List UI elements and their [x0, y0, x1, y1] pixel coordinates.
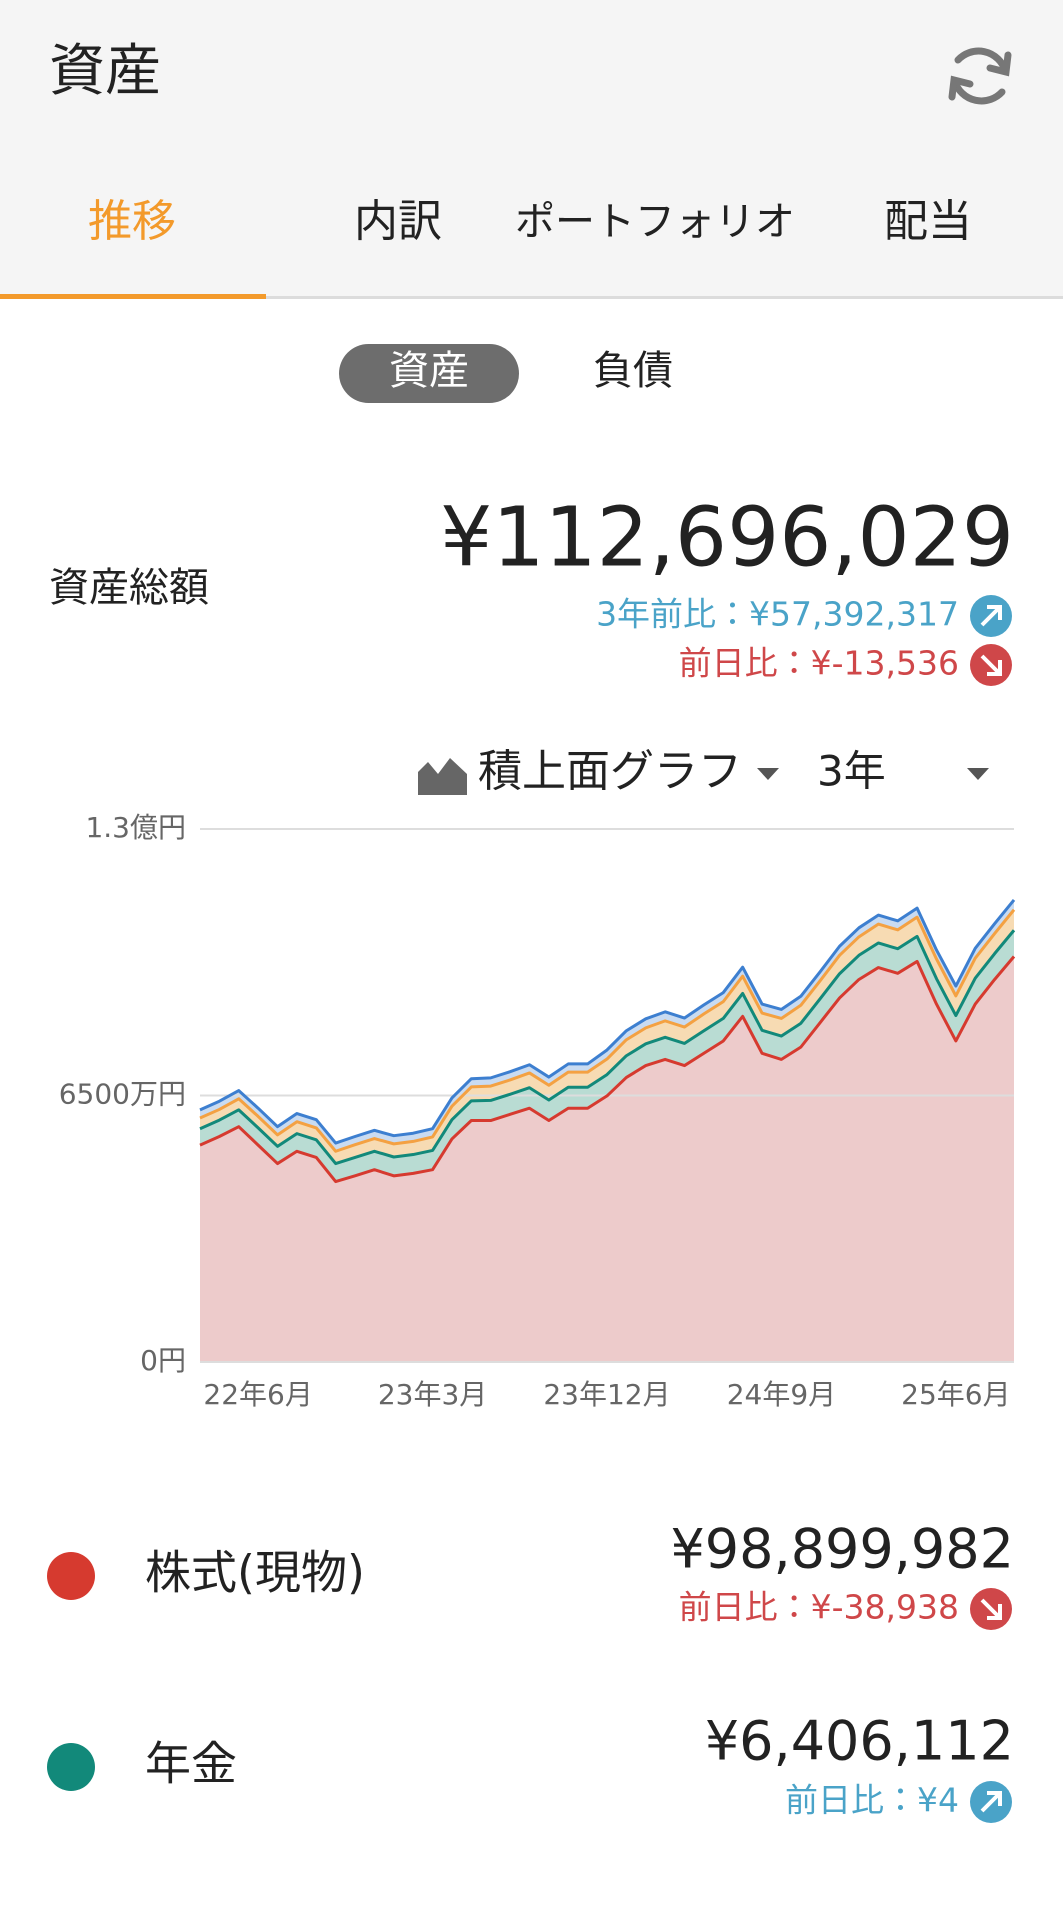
x-tick-label: 25年6月	[901, 1378, 1010, 1411]
change-3y: 3年前比：¥57,392,317	[596, 595, 959, 634]
series-line	[199, 955, 1016, 1184]
legend-name: 年金	[145, 1737, 237, 1791]
up-icon	[970, 1781, 1012, 1823]
series-line	[199, 908, 1016, 1153]
chart: 0円 6500万円 1.3億円 22年6月 23年3月 23年12月 24年9月 25年6月	[59, 811, 1016, 1411]
app-bar	[0, 0, 1063, 298]
area-band	[200, 909, 1014, 1164]
period-dropdown[interactable]: 3年	[817, 747, 989, 796]
refresh-button[interactable]	[948, 47, 1012, 105]
total-value: ¥112,696,029	[440, 490, 1014, 585]
series-line	[199, 929, 1016, 1166]
toggle-option[interactable]: 負債	[593, 348, 673, 394]
legend-value: ¥6,406,112	[705, 1710, 1014, 1773]
legend-value: ¥98,899,982	[670, 1518, 1014, 1581]
refresh-arc	[951, 78, 1006, 105]
legend-change: 前日比：¥4	[785, 1781, 959, 1820]
page-title: 資産	[49, 39, 161, 104]
y-tick-label: 1.3億円	[85, 811, 186, 844]
tab[interactable]: 内訳	[354, 196, 442, 247]
area-icon	[418, 758, 467, 795]
y-tick-label: 0円	[140, 1344, 186, 1377]
period: 3年	[817, 747, 886, 796]
dropdown-arrow	[967, 768, 989, 780]
legend-change: 前日比：¥-38,938	[679, 1588, 959, 1627]
down-icon	[970, 1588, 1012, 1630]
tab-divider	[0, 296, 1063, 299]
refresh-arrow	[986, 51, 1012, 77]
change-day: 前日比：¥-13,536	[679, 644, 959, 683]
legend-swatch	[47, 1743, 95, 1791]
x-tick-label: 22年6月	[203, 1378, 312, 1411]
toggle-option[interactable]: 資産	[389, 348, 469, 394]
dropdown-arrow	[757, 768, 779, 780]
chart-kind: 積上面グラフ	[478, 746, 742, 797]
legend-name: 株式(現物)	[145, 1546, 365, 1600]
area-band	[200, 899, 1014, 1152]
x-tick-label: 23年12月	[543, 1378, 670, 1411]
total-label: 資産総額	[49, 565, 209, 611]
up-icon	[970, 595, 1012, 637]
tab[interactable]: 配当	[884, 196, 972, 247]
tab-indicator	[0, 294, 266, 299]
area-band	[200, 956, 1014, 1362]
tab[interactable]: 推移	[88, 196, 176, 247]
legend-swatch	[47, 1552, 95, 1600]
chart-kind-dropdown[interactable]: 積上面グラフ	[418, 746, 779, 797]
refresh-arc	[954, 47, 1009, 74]
down-icon	[970, 644, 1012, 686]
toggle-pill[interactable]	[339, 344, 519, 403]
tab[interactable]: ポートフォリオ	[515, 199, 795, 245]
y-tick-label: 6500万円	[59, 1078, 186, 1111]
x-tick-label: 23年3月	[378, 1378, 487, 1411]
area-band	[200, 930, 1014, 1182]
x-tick-label: 24年9月	[727, 1378, 836, 1411]
refresh-arrow	[948, 75, 974, 101]
series-line	[199, 898, 1016, 1145]
